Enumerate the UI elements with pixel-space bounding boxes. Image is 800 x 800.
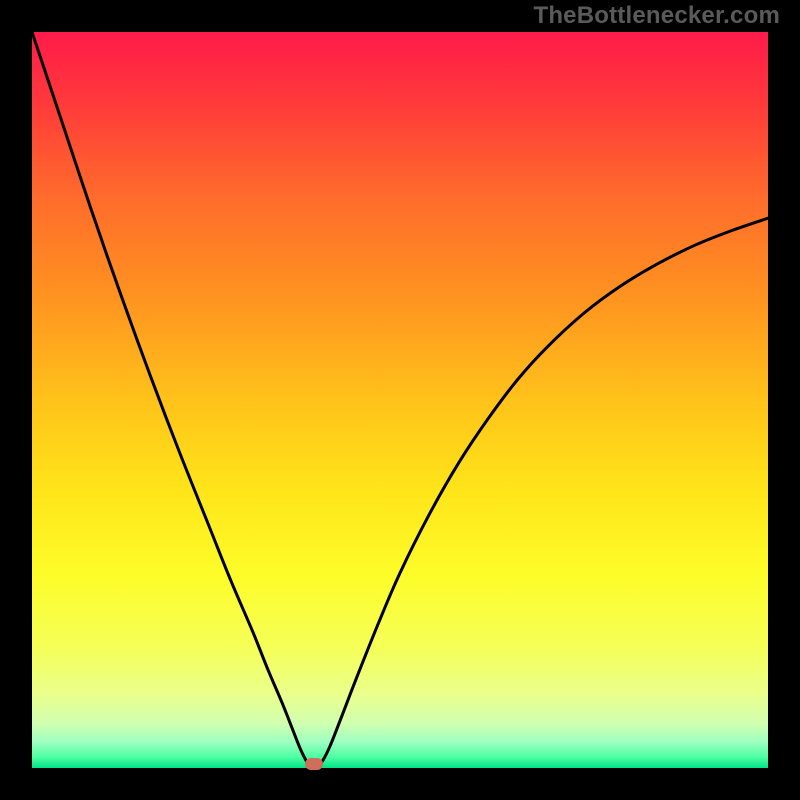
chart-frame: TheBottlenecker.com: [0, 0, 800, 800]
optimum-marker: [305, 758, 323, 770]
plot-area: [32, 32, 768, 768]
attribution-text: TheBottlenecker.com: [533, 2, 780, 30]
bottleneck-curve: [32, 32, 768, 768]
